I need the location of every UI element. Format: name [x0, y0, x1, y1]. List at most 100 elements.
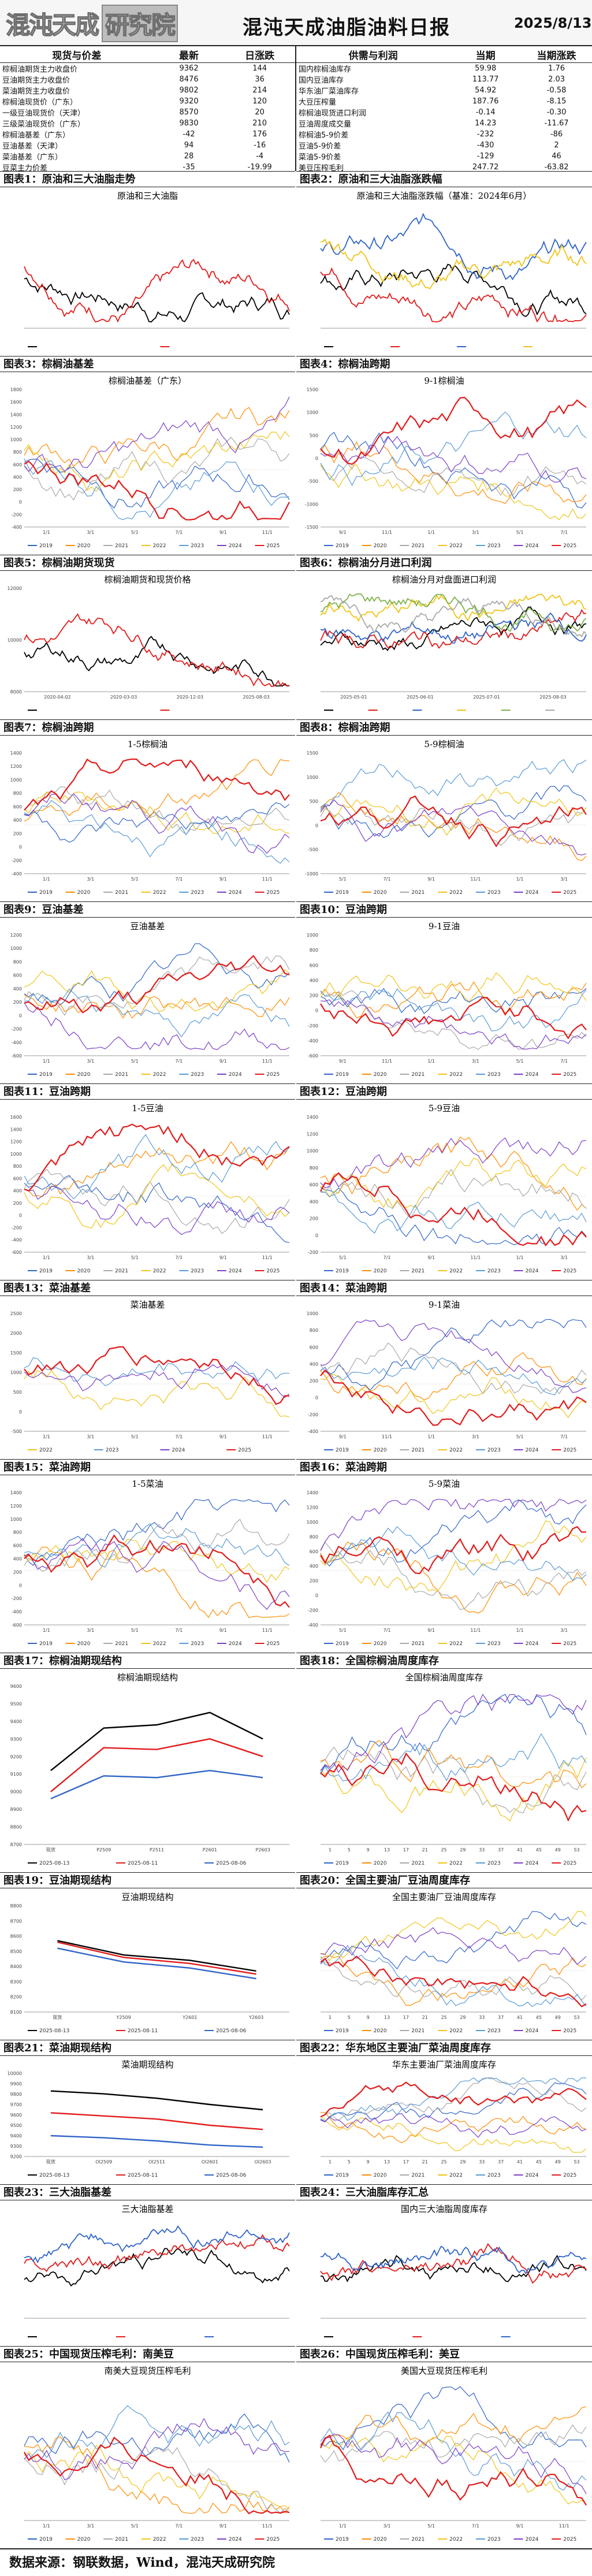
legend-label: 2025	[266, 1268, 280, 1274]
left-table-header-1: 最新	[153, 46, 225, 63]
curve-series-line	[50, 2135, 263, 2148]
x-tick-label: 9/1	[427, 877, 435, 882]
x-tick-label: 3/1	[560, 1255, 568, 1260]
seasonal-series-line	[320, 1187, 587, 1246]
y-tick-label: 1400	[10, 1127, 22, 1132]
x-tick-label: 9/1	[219, 2523, 227, 2529]
seasonal-series-line	[320, 464, 587, 521]
x-tick-label: 1/1	[43, 1255, 50, 1260]
table-row: 一级豆油现货价（天津） 8570 20	[0, 107, 295, 118]
left-table-header-2: 日涨跌	[224, 46, 295, 63]
y-tick-label: 200	[310, 1216, 318, 1222]
table-row: 棕榈油现货进口利润 -0.14 -0.30	[296, 107, 592, 118]
legend-label: 2019	[336, 1447, 349, 1453]
y-tick-label: 2500	[10, 1311, 22, 1316]
chart-title: 全国棕榈油周度库存	[405, 1672, 483, 1683]
row-value: -86	[550, 130, 563, 139]
legend-label: 2019	[336, 2028, 349, 2034]
y-tick-label: 200	[13, 487, 22, 492]
y-tick-label: -500	[308, 847, 318, 852]
x-tick-label: 5/1	[131, 1434, 139, 1439]
y-tick-label: 2000	[10, 1331, 22, 1336]
x-tick-label: 1/1	[43, 1628, 50, 1633]
row-value: 176	[252, 130, 267, 139]
y-tick-label: 0	[315, 456, 318, 461]
y-tick-label: 1200	[10, 764, 22, 769]
x-tick-label: 9/1	[219, 530, 227, 535]
y-tick-label: -200	[12, 1225, 22, 1230]
chart-svg: 美国大豆现货压榨毛利 1/1 3/1 5/1 7/1 9/1 11/1 2019 2020 202…	[320, 2366, 587, 2542]
seasonal-series-line	[320, 1740, 587, 1788]
chart-panel-11: 1-5豆油 1600 1400 1200 1000 800 600 400 200 0 -200 -4…	[0, 1100, 295, 1280]
seasonal-series-line	[24, 1002, 290, 1051]
row-value: -19.99	[224, 162, 295, 173]
report-header: 混沌天成 研究院 混沌天成油脂油料日报 2025/8/13	[0, 0, 592, 46]
legend-label: 2025	[563, 2028, 576, 2034]
y-tick-label: 600	[13, 462, 22, 467]
row-value: 1.76	[548, 64, 565, 73]
x-tick-label: 7/1	[384, 1255, 391, 1260]
y-tick-label: 200	[13, 1000, 22, 1005]
legend-label: 2025	[266, 890, 280, 896]
table-row: 三级菜油现货价（广东） 9830 210	[0, 118, 295, 129]
y-tick-label: -400	[308, 1623, 318, 1628]
legend-label: 2019	[39, 1268, 53, 1274]
line-series-line	[24, 2247, 290, 2287]
chart-title: 棕榈油期货和现货价格	[104, 574, 191, 585]
seasonal-series-line	[24, 1123, 290, 1192]
x-tick-label: 33	[479, 1847, 485, 1853]
legend-label: 2023	[106, 1447, 119, 1453]
seasonal-series-line	[24, 800, 290, 864]
line-series-line	[320, 593, 587, 622]
legend-label: 2022	[449, 1641, 463, 1647]
x-tick-label: 3/1	[472, 530, 479, 535]
row-value: 187.76	[472, 97, 499, 106]
y-tick-label: 9400	[10, 1719, 22, 1724]
chart-panel-19: 豆油期现结构 8800 8700 8600 8500 8400 8300 8200 8100 现货…	[0, 1888, 295, 2040]
legend-label: 2023	[487, 890, 501, 896]
y-tick-label: 8200	[10, 1995, 22, 2000]
row-label: 棕榈油现货进口利润	[299, 109, 367, 118]
line-series-line	[320, 213, 587, 281]
section-title-25: 图表25：中国现货压榨毛利：南美豆	[0, 2346, 295, 2362]
row-label: 棕榈油现货价（广东）	[2, 98, 78, 107]
y-tick-label: 200	[310, 993, 318, 999]
chart-svg: 菜油基差 2500 2000 1500 1000 500 0 -500 1/1 3/1 5/1 7/1…	[10, 1300, 290, 1453]
x-tick-label: 9/1	[219, 877, 227, 882]
x-tick-label: 9/1	[339, 1059, 347, 1064]
row-value: -8.15	[546, 97, 567, 106]
x-tick-label: 11/1	[262, 2523, 273, 2529]
table-row: 豆油周度成交量 14.23 -11.67	[296, 118, 592, 129]
x-tick-label: 5/1	[339, 1255, 347, 1260]
table-row: 大豆压榨量 187.76 -8.15	[296, 96, 592, 107]
row-value: 144	[252, 64, 267, 73]
x-tick-label: 3/1	[87, 530, 94, 535]
section-title-8: 图表8：棕榈油跨期	[296, 719, 592, 736]
logo-text: 混沌天成	[5, 10, 100, 40]
section-title-18: 图表18：全国棕榈油周度库存	[296, 1653, 592, 1669]
legend-label: 2024	[229, 2537, 242, 2542]
seasonal-series-line	[320, 2434, 587, 2506]
y-tick-label: -200	[12, 858, 22, 863]
chart-panel-9: 豆油基差 1200 1000 800 600 400 200 0 -200 -400 -600 1/1…	[0, 918, 295, 1083]
x-tick-label: P2511	[150, 1847, 164, 1853]
x-tick-label: 37	[498, 2159, 504, 2165]
y-tick-label: 0	[19, 1213, 22, 1218]
row-label: 华东油厂菜油库存	[299, 87, 359, 96]
y-tick-label: 800	[310, 1165, 318, 1171]
chart-panel-2: 原油和三大油脂涨跌幅（基准：2024年6月）	[296, 187, 592, 356]
legend-label: 2024	[229, 890, 242, 896]
section-title-14: 图表14：菜油跨期	[296, 1280, 592, 1296]
legend-label: 2020	[374, 2028, 387, 2034]
legend-label: 2021	[411, 2028, 425, 2034]
legend-label: 2021	[411, 1861, 425, 1866]
x-tick-label: 3/1	[384, 2523, 391, 2529]
legend-label: 2024	[172, 1447, 185, 1453]
seasonal-series-line	[24, 407, 290, 467]
seasonal-series-line	[320, 1520, 587, 1592]
curve-series-line	[57, 1940, 256, 1972]
x-tick-label: 7/1	[472, 2523, 479, 2529]
chart-svg: 9-1棕榈油 1500 1000 500 0 -500 -1000 -1500 9/1 11/1 1…	[305, 376, 587, 549]
y-tick-label: 8700	[10, 1842, 22, 1847]
seasonal-series-line	[24, 1364, 290, 1398]
